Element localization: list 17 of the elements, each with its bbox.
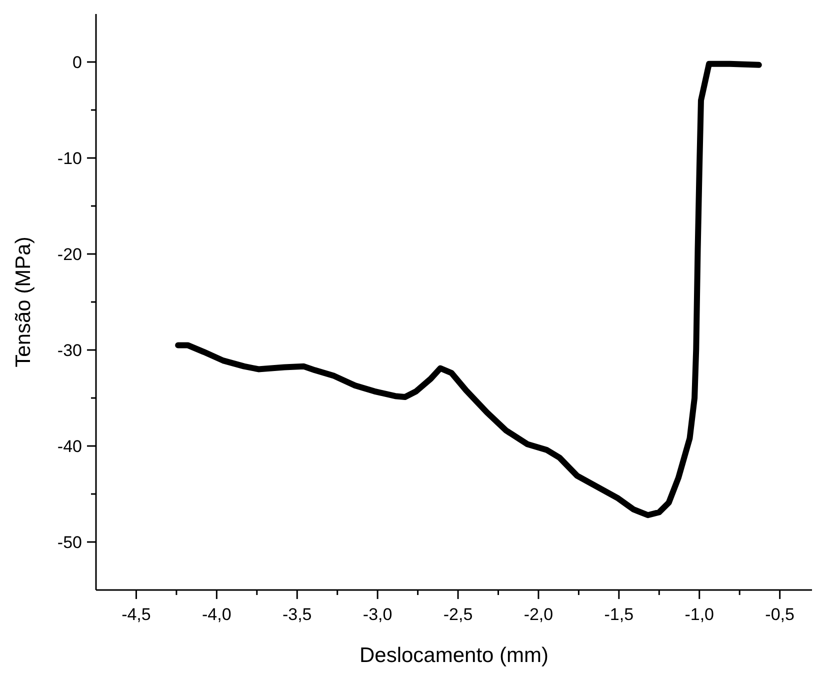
y-tick-label: -20 [57,244,82,264]
x-tick-label: -3,5 [282,605,312,624]
x-tick-label: -0,5 [765,605,794,624]
x-tick-label: -1,0 [684,605,714,624]
x-tick-label: -4,0 [202,605,232,624]
x-tick-label: -2,5 [443,605,473,624]
x-tick-label: -1,5 [604,605,634,624]
x-tick-label: -4,5 [122,605,151,624]
y-tick-label: 0 [72,52,82,72]
x-tick-label: -3,0 [362,605,392,624]
y-axis-title: Tensão (MPa) [12,236,35,368]
y-tick-label: -10 [57,148,82,168]
x-axis-title: Deslocamento (mm) [359,644,549,667]
y-tick-label: -50 [57,532,82,552]
y-tick-label: -40 [57,436,82,456]
y-tick-label: -30 [57,340,82,360]
x-tick-label: -2,0 [524,605,554,624]
